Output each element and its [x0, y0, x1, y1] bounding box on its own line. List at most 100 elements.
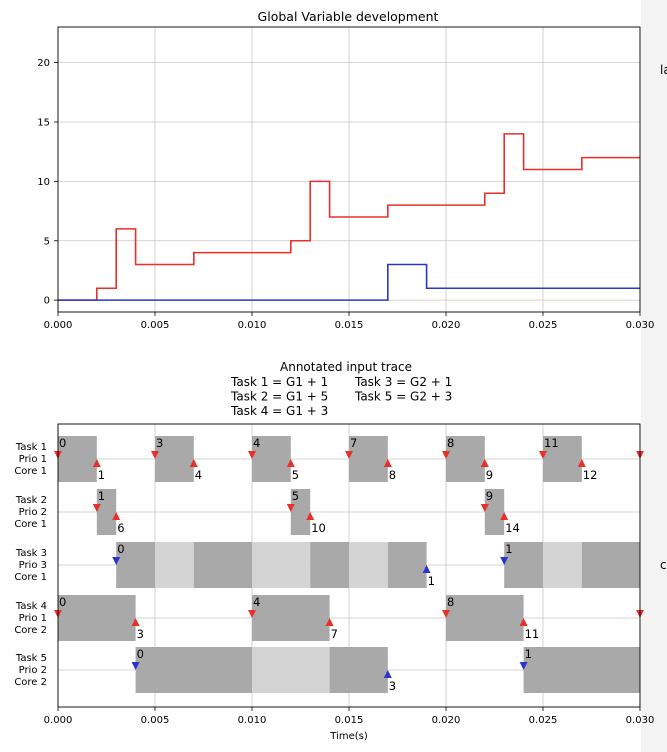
plot2-x-tick-label: 0.010	[238, 715, 267, 726]
task-bar-segment	[155, 436, 194, 482]
task-end-marker	[383, 459, 392, 467]
task-bar-segment	[329, 647, 388, 693]
plot2-task-label-line: Core 2	[14, 625, 47, 636]
task-bar-segment	[193, 542, 252, 588]
plot2-task-bars	[58, 436, 640, 693]
task-end-value-label: 5	[292, 468, 299, 482]
task-end-marker	[189, 459, 198, 467]
task-release-marker	[480, 504, 489, 512]
task-release-marker	[500, 557, 509, 565]
task-end-marker	[325, 618, 334, 626]
task-bar-segment	[446, 436, 485, 482]
plot2-task-definition-line: Task 2 = G1 + 5 Task 5 = G2 + 3	[230, 390, 452, 404]
plot2-task-label-line: Task 3	[15, 548, 47, 559]
plot2-task-label-line: Task 1	[15, 442, 47, 453]
plot1-y-tick-label: 0	[44, 296, 50, 307]
task-release-marker	[248, 451, 256, 459]
task-start-value-label: 11	[544, 436, 559, 450]
task-bar-segment	[252, 647, 330, 693]
task-release-marker	[248, 610, 256, 618]
task-start-value-label: 1	[525, 647, 532, 661]
task-end-marker	[383, 670, 392, 678]
task-start-value-label: 1	[505, 542, 512, 556]
task-release-marker	[539, 451, 547, 459]
plot2-title: Annotated input trace	[280, 360, 412, 374]
task-end-marker	[131, 618, 140, 626]
task-release-marker	[345, 451, 353, 459]
plot1-x-tick-label: 0.025	[529, 320, 558, 331]
plot1-title: Global Variable development	[258, 9, 439, 24]
task-end-value-label: 11	[525, 627, 540, 641]
task-end-marker	[92, 459, 101, 467]
task-start-value-label: 8	[447, 595, 454, 609]
task-bar-segment	[135, 647, 252, 693]
task-end-value-label: 1	[428, 574, 435, 588]
task-end-marker	[112, 512, 121, 520]
task-release-marker	[519, 662, 528, 670]
plot2-task-label-line: Task 2	[15, 495, 47, 506]
task-bar-segment	[252, 595, 330, 641]
task-start-value-label: 4	[253, 595, 260, 609]
task-bar-segment	[349, 436, 388, 482]
task-end-marker	[286, 459, 295, 467]
task-start-value-label: 3	[156, 436, 163, 450]
task-bar-segment	[349, 542, 388, 588]
task-release-marker	[112, 557, 121, 565]
plot1-series-line-0	[58, 133, 640, 301]
task-bar-segment	[543, 542, 582, 588]
task-end-value-label: 10	[311, 521, 326, 535]
plot2-x-ticks: 0.000 0.005 0.010 0.015 0.020 0.025 0.030	[44, 707, 655, 726]
task-end-marker	[480, 459, 489, 467]
plot2-x-label: Time(s)	[329, 731, 368, 742]
task-start-value-label: 0	[137, 647, 144, 661]
task-release-marker	[442, 451, 450, 459]
plot1-x-tick-label: 0.015	[335, 320, 364, 331]
task-bar-segment	[290, 489, 311, 535]
plot2-x-tick-label: 0.025	[529, 715, 558, 726]
task-start-value-label: 0	[117, 542, 124, 556]
plot2-x-tick-label: 0.030	[626, 715, 655, 726]
task-start-value-label: 8	[447, 436, 454, 450]
plot1-x-tick-label: 0.005	[141, 320, 170, 331]
plot2-task-label-line: Prio 2	[19, 507, 47, 518]
task-start-value-label: 0	[59, 595, 66, 609]
task-release-marker	[92, 504, 101, 512]
task-bar-segment	[543, 436, 582, 482]
plot1-y-tick-label: 5	[44, 236, 50, 247]
clipped-edge-text-mid: c	[660, 558, 667, 572]
task-bar-segment	[581, 542, 640, 588]
plot2-x-tick-label: 0.015	[335, 715, 364, 726]
plot2-task-label-line: Core 1	[14, 572, 47, 583]
task-end-value-label: 3	[389, 679, 396, 693]
task-end-value-label: 8	[389, 468, 396, 482]
plot1-x-tick-label: 0.030	[626, 320, 655, 331]
task-end-value-label: 14	[505, 521, 520, 535]
task-start-value-label: 1	[98, 489, 105, 503]
task-start-value-label: 9	[486, 489, 493, 503]
task-bar-segment	[484, 489, 505, 535]
plot2-x-tick-label: 0.020	[432, 715, 461, 726]
plot2-markers: 0 3 4 7 8 111 4 5 8 9 121 5 96 10 140 110 4 83 7 110 13	[54, 436, 644, 693]
task-bar-segment	[155, 542, 194, 588]
task-end-marker	[577, 459, 586, 467]
task-bar-segment	[96, 489, 117, 535]
task-bar-segment	[252, 542, 311, 588]
plot2-task-label-line: Prio 1	[19, 454, 47, 465]
task-bar-segment	[310, 542, 349, 588]
plot2-task-label-line: Prio 2	[19, 665, 47, 676]
plot1-x-ticks: 0.000 0.005 0.010 0.015 0.020 0.025 0.030	[44, 312, 655, 331]
plot1-y-tick-label: 10	[37, 177, 50, 188]
task-end-marker	[422, 565, 431, 573]
plot2-task-label-line: Core 1	[14, 519, 47, 530]
task-start-value-label: 0	[59, 436, 66, 450]
task-end-marker	[500, 512, 509, 520]
plot2-task-label-line: Task 5	[15, 653, 47, 664]
task-bar-segment	[523, 647, 640, 693]
task-release-marker	[131, 662, 140, 670]
plot1-y-tick-label: 15	[37, 118, 50, 129]
plot2-task-definition-line: Task 4 = G1 + 3	[230, 404, 328, 418]
plot2-task-label-line: Task 4	[15, 601, 47, 612]
plot2-task-label-line: Prio 3	[19, 560, 47, 571]
task-release-marker	[286, 504, 295, 512]
